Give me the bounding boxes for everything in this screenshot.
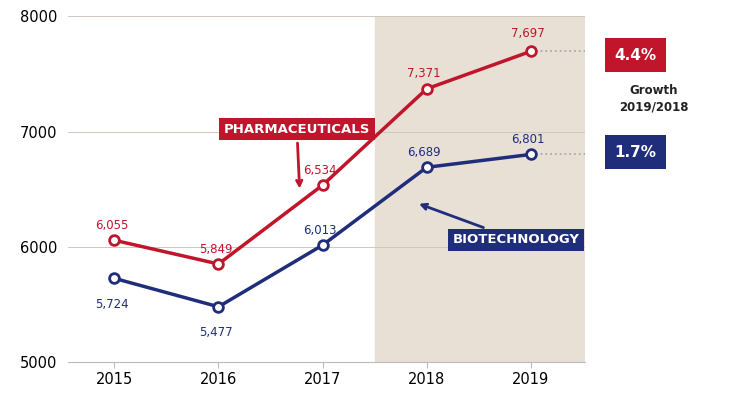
Text: 1.7%: 1.7% — [614, 145, 656, 160]
Text: 6,013: 6,013 — [303, 224, 337, 237]
Text: PHARMACEUTICALS: PHARMACEUTICALS — [224, 122, 370, 185]
Text: 5,849: 5,849 — [199, 242, 232, 256]
Text: 6,801: 6,801 — [512, 133, 544, 146]
Text: 6,534: 6,534 — [303, 164, 337, 177]
Text: 5,477: 5,477 — [199, 326, 232, 339]
Bar — [375, 16, 585, 362]
Text: 5,724: 5,724 — [94, 298, 128, 311]
Text: 6,055: 6,055 — [95, 219, 128, 232]
Text: 7,697: 7,697 — [512, 27, 545, 40]
Text: 7,371: 7,371 — [407, 67, 441, 81]
Text: 6,689: 6,689 — [407, 146, 441, 159]
Text: Growth
2019/2018: Growth 2019/2018 — [620, 84, 688, 114]
Text: BIOTECHNOLOGY: BIOTECHNOLOGY — [422, 204, 580, 246]
Text: 4.4%: 4.4% — [614, 48, 656, 63]
